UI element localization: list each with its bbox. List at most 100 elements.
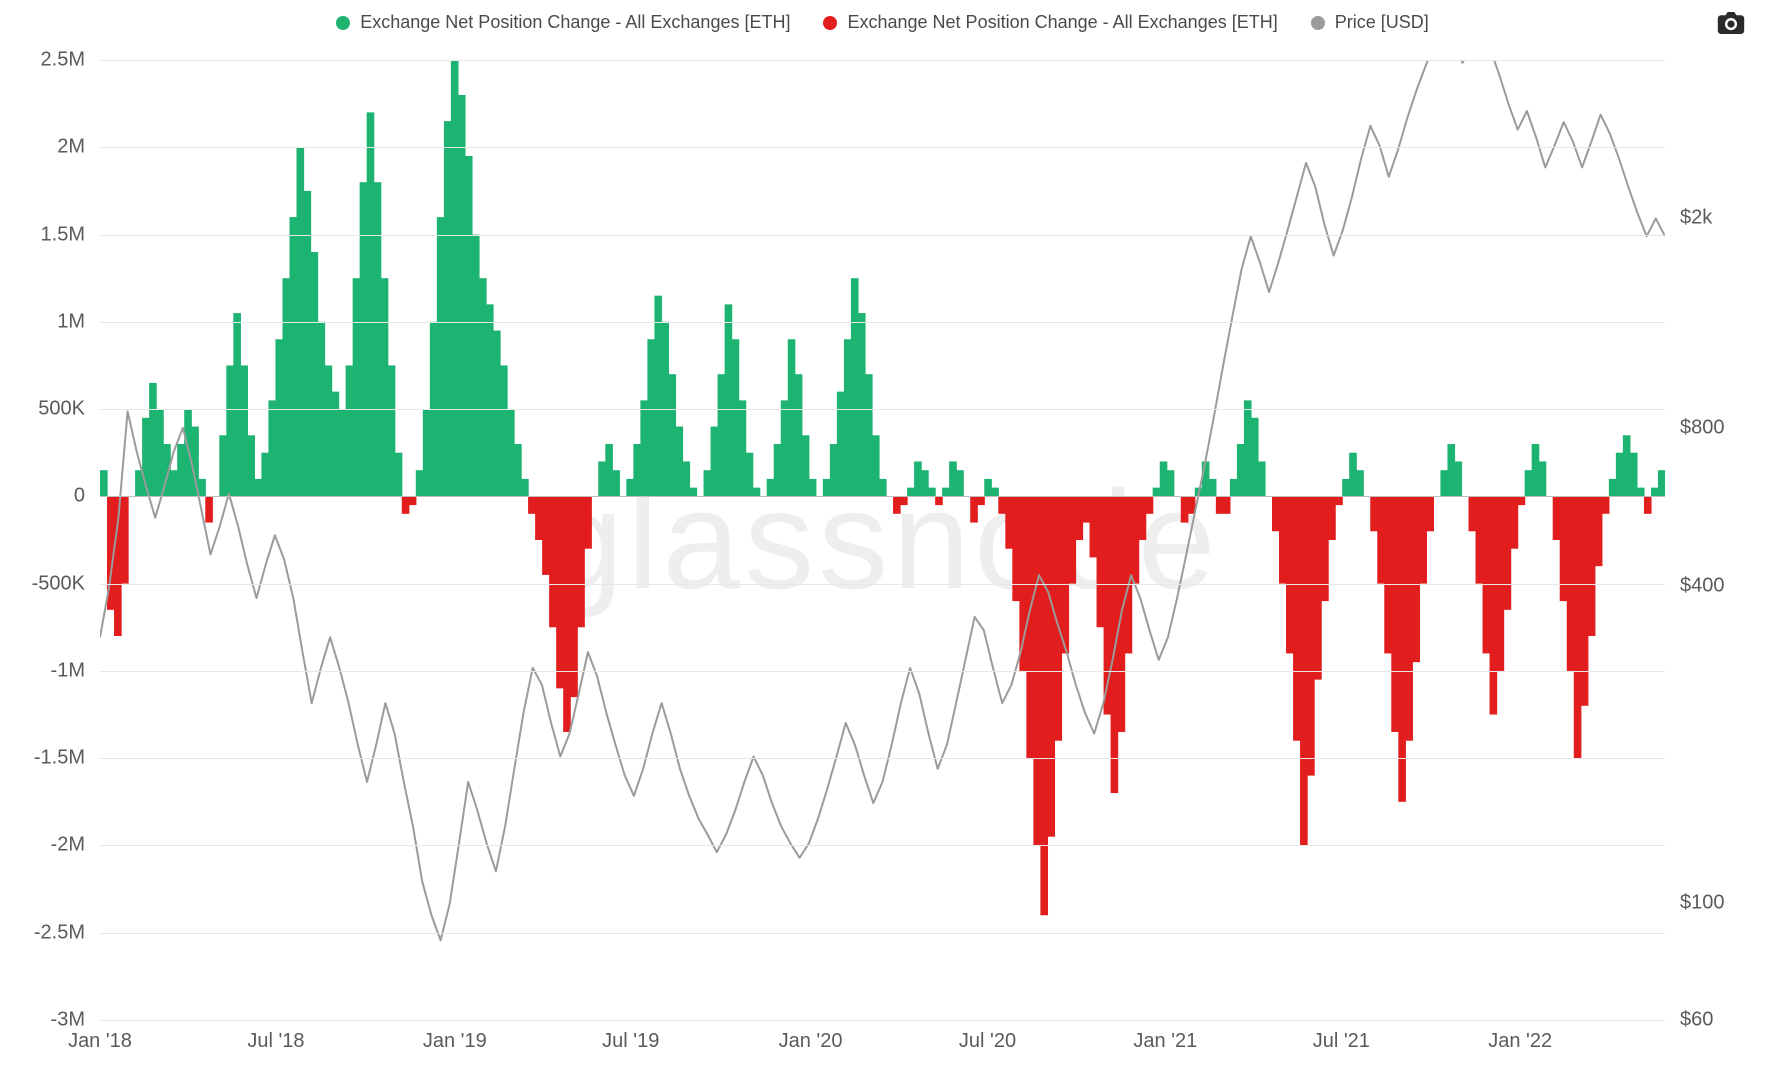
bar-positive — [612, 470, 620, 496]
bar-positive — [1356, 470, 1364, 496]
bar-positive — [928, 488, 936, 497]
bar-negative — [1075, 496, 1083, 540]
bar-negative — [1574, 496, 1582, 758]
legend-label: Exchange Net Position Change - All Excha… — [360, 12, 790, 33]
bar-negative — [1476, 496, 1484, 583]
bar-positive — [219, 435, 227, 496]
bar-positive — [1153, 488, 1161, 497]
bar-positive — [135, 470, 143, 496]
bar-positive — [304, 191, 312, 496]
plot-area[interactable]: glassnode — [100, 60, 1665, 1020]
bar-positive — [753, 488, 761, 497]
bar-positive — [1609, 479, 1617, 496]
y-tick-label: 2.5M — [41, 49, 85, 72]
bar-positive — [198, 479, 206, 496]
bar-positive — [1447, 444, 1455, 496]
bar-positive — [268, 400, 276, 496]
bar-positive — [261, 453, 269, 497]
bar-positive — [416, 470, 424, 496]
bar-negative — [1335, 496, 1343, 505]
legend-item-positive[interactable]: Exchange Net Position Change - All Excha… — [336, 12, 790, 33]
bar-negative — [1216, 496, 1224, 513]
bar-negative — [1223, 496, 1231, 513]
bar-positive — [289, 217, 297, 496]
legend-item-negative[interactable]: Exchange Net Position Change - All Excha… — [823, 12, 1277, 33]
bar-positive — [170, 470, 178, 496]
bar-negative — [1469, 496, 1477, 531]
bar-positive — [1160, 461, 1168, 496]
bar-negative — [1588, 496, 1596, 636]
bar-negative — [1097, 496, 1105, 627]
y-tick-label: 1M — [57, 310, 85, 333]
bar-positive — [521, 479, 529, 496]
bar-positive — [353, 278, 361, 496]
bar-negative — [1139, 496, 1147, 540]
bar-positive — [711, 427, 719, 497]
bar-positive — [282, 278, 290, 496]
x-tick-label: Jan '18 — [68, 1030, 132, 1053]
bar-negative — [1412, 496, 1420, 662]
gridline — [100, 933, 1665, 934]
bar-positive — [1539, 461, 1547, 496]
bar-positive — [690, 488, 698, 497]
bar-negative — [528, 496, 536, 513]
bar-positive — [1342, 479, 1350, 496]
camera-icon — [1717, 12, 1745, 34]
bar-positive — [465, 156, 473, 496]
bar-negative — [1146, 496, 1154, 513]
bar-positive — [879, 479, 887, 496]
bar-positive — [872, 435, 880, 496]
bar-negative — [1511, 496, 1519, 548]
bar-negative — [584, 496, 592, 548]
bar-negative — [542, 496, 550, 575]
bar-positive — [1209, 479, 1217, 496]
legend-label: Exchange Net Position Change - All Excha… — [847, 12, 1277, 33]
bar-positive — [1454, 461, 1462, 496]
bar-positive — [1616, 453, 1624, 497]
y-tick-label: 1.5M — [41, 223, 85, 246]
bar-positive — [493, 331, 501, 497]
bar-positive — [374, 182, 382, 496]
bar-positive — [1251, 418, 1259, 497]
x-tick-label: Jul '20 — [959, 1030, 1016, 1053]
chart-legend: Exchange Net Position Change - All Excha… — [0, 12, 1765, 35]
bar-positive — [809, 479, 817, 496]
y-tick-label: 2M — [57, 136, 85, 159]
bar-positive — [633, 444, 641, 496]
bar-negative — [1040, 496, 1048, 915]
x-axis: Jan '18Jul '18Jan '19Jul '19Jan '20Jul '… — [100, 1030, 1665, 1060]
bar-positive — [732, 339, 740, 496]
bar-negative — [1321, 496, 1329, 601]
bar-negative — [977, 496, 985, 505]
bar-negative — [556, 496, 564, 688]
bar-positive — [1630, 453, 1638, 497]
legend-dot-negative — [823, 16, 837, 30]
y-tick-label: -500K — [32, 572, 85, 595]
bar-negative — [1293, 496, 1301, 740]
gridline — [100, 147, 1665, 148]
legend-label: Price [USD] — [1335, 12, 1429, 33]
gridline — [100, 409, 1665, 410]
screenshot-button[interactable] — [1717, 12, 1745, 34]
bar-positive — [177, 444, 185, 496]
bar-positive — [830, 444, 838, 496]
bar-positive — [654, 296, 662, 497]
bar-negative — [1405, 496, 1413, 740]
y2-tick-label: $60 — [1680, 1009, 1713, 1032]
bar-negative — [1581, 496, 1589, 705]
bar-positive — [254, 479, 262, 496]
x-tick-label: Jul '18 — [247, 1030, 304, 1053]
bar-positive — [844, 339, 852, 496]
bar-positive — [325, 365, 333, 496]
bar-negative — [577, 496, 585, 627]
bar-positive — [865, 374, 873, 496]
bar-negative — [1279, 496, 1287, 583]
bar-positive — [802, 435, 810, 496]
legend-item-price[interactable]: Price [USD] — [1311, 12, 1429, 33]
bar-positive — [149, 383, 157, 496]
bar-positive — [332, 392, 340, 497]
bar-negative — [970, 496, 978, 522]
bar-positive — [311, 252, 319, 496]
bar-positive — [605, 444, 613, 496]
gridline — [100, 671, 1665, 672]
